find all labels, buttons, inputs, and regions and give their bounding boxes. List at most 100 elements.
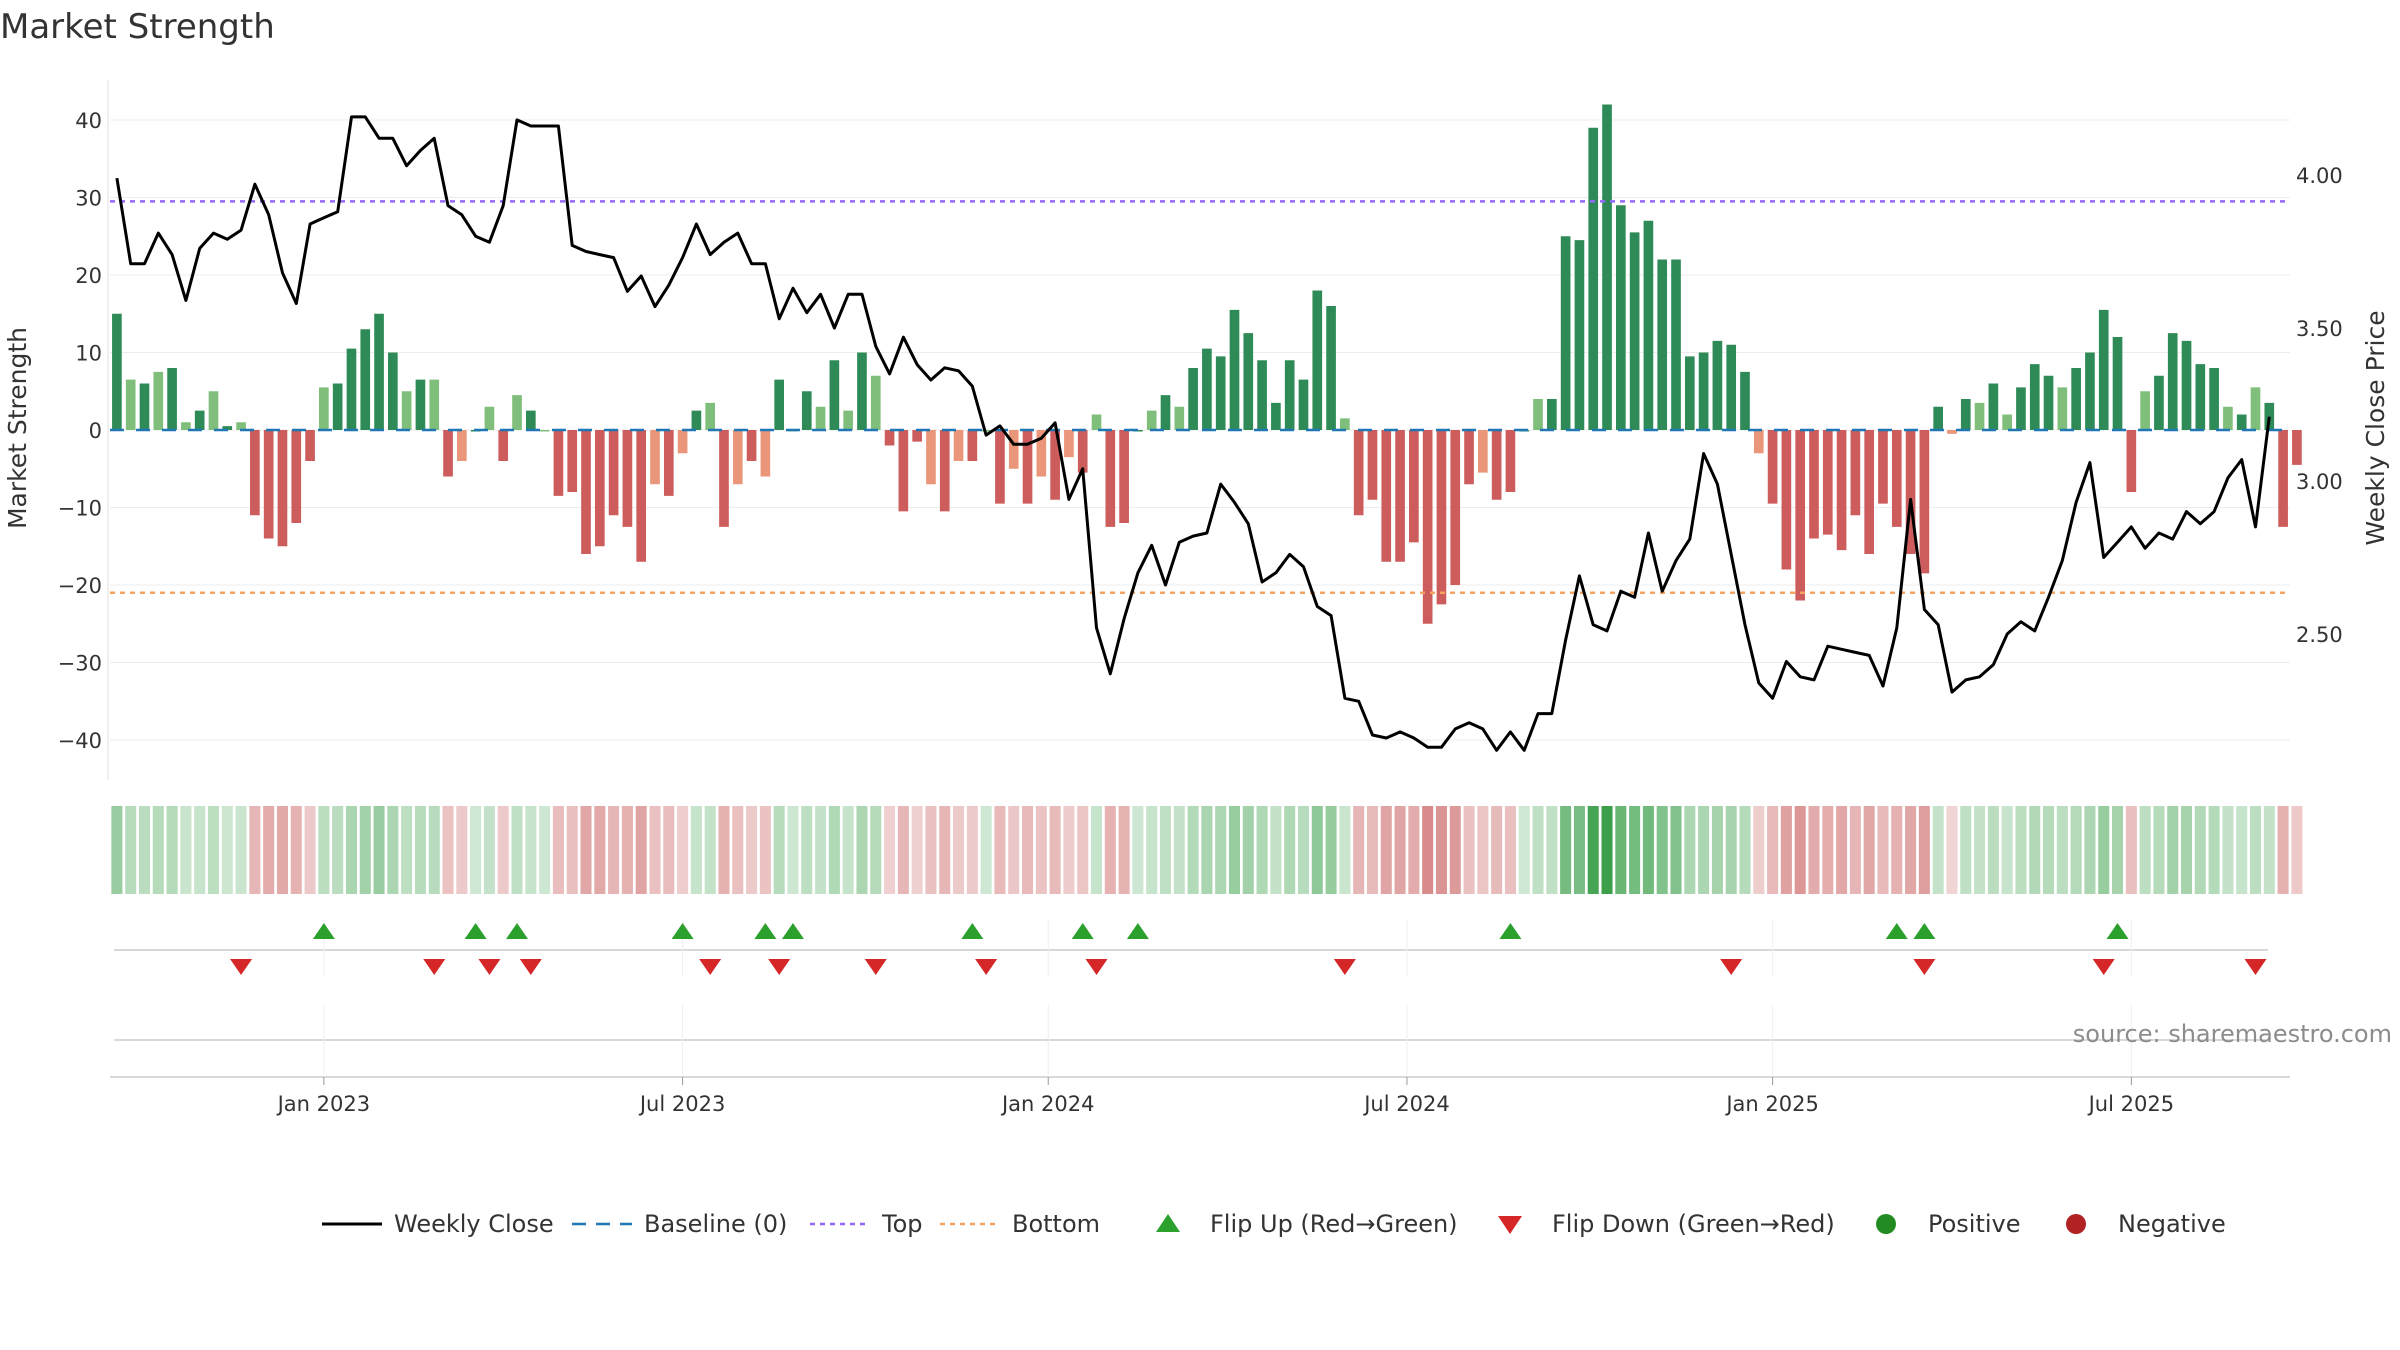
strength-bar (263, 430, 274, 539)
strength-bar (1588, 127, 1599, 430)
x-tick-label: Jul 2023 (638, 1092, 725, 1116)
strength-bar (415, 379, 426, 430)
strength-bar (1491, 430, 1502, 500)
strength-bar (1947, 430, 1957, 434)
heat-cell (304, 806, 316, 894)
strength-bar (1312, 290, 1323, 430)
heat-cell (1491, 806, 1503, 894)
strength-bar (1243, 333, 1254, 430)
flip-up-marker (506, 923, 529, 939)
flip-down-marker (864, 959, 887, 975)
heat-cell (732, 806, 744, 894)
heat-cell (1753, 806, 1765, 894)
strength-bar (746, 430, 757, 461)
x-tick-label: Jul 2025 (2087, 1092, 2174, 1116)
strength-bar (236, 422, 246, 430)
heat-cell (539, 806, 551, 894)
strength-bar (691, 410, 702, 430)
heat-cell (842, 806, 854, 894)
heat-cell (1477, 806, 1489, 894)
flip-down-marker (1333, 959, 1356, 975)
strength-bar (1422, 430, 1433, 624)
legend-item: Positive (1876, 1210, 2021, 1238)
strength-bar (1105, 430, 1116, 527)
heat-cell (1077, 806, 1089, 894)
heat-cell (1228, 806, 1241, 894)
heat-cell (994, 806, 1006, 894)
strength-bar (1381, 430, 1392, 562)
axes: 40 30 20 10 0 −10 −20 −30 −40 4.00 3.50 3.00 2.50 (58, 80, 2343, 780)
strength-bar (829, 360, 840, 430)
strength-bar (1547, 399, 1557, 430)
right-tick-label: 3.50 (2296, 317, 2343, 341)
strength-bar (1712, 340, 1723, 430)
strength-bar (429, 379, 440, 430)
heat-cell (1725, 806, 1737, 894)
strength-bar (1146, 410, 1157, 430)
strength-bar (1326, 306, 1336, 430)
heat-cell (470, 806, 482, 894)
heat-cell (704, 806, 716, 894)
heat-cell (828, 806, 840, 894)
strength-bar (2250, 387, 2261, 430)
strength-bar (1008, 430, 1019, 469)
heat-cell (1739, 806, 1751, 894)
heat-cell (318, 806, 330, 894)
heat-cell (1891, 806, 1903, 894)
heat-cell (980, 806, 992, 894)
strength-bar (608, 430, 619, 516)
heat-cell (1808, 806, 1820, 894)
heat-cell (1836, 806, 1848, 894)
heat-cell (1932, 806, 1944, 894)
legend-item: Baseline (0) (572, 1210, 787, 1238)
heat-cell (1863, 806, 1875, 894)
strength-bar (663, 430, 674, 496)
heat-cell (1297, 806, 1309, 894)
heat-cell (1504, 806, 1516, 894)
strength-bar (1878, 430, 1888, 504)
strength-bar (2029, 364, 2040, 430)
strength-bar (1988, 383, 1999, 430)
strength-bar (153, 371, 164, 430)
heat-cell (414, 806, 426, 894)
flip-up-marker (2106, 923, 2129, 939)
heat-cell (1587, 806, 1599, 894)
strength-bar (857, 352, 867, 430)
strength-bar (870, 375, 881, 430)
weekly-close-line (115, 115, 2271, 752)
heat-cell (1877, 806, 1889, 894)
legend-item: Bottom (940, 1210, 1100, 1238)
strength-bar (843, 410, 853, 430)
heat-cell (1615, 806, 1627, 894)
strength-bar (1202, 348, 1212, 430)
strength-bar (553, 430, 564, 496)
strength-bar (1464, 430, 1474, 485)
heat-cell (925, 806, 937, 894)
heat-cell (2194, 806, 2206, 894)
strength-bar (374, 313, 384, 430)
flip-up-marker (464, 923, 487, 939)
heat-cell (2001, 806, 2013, 894)
heat-cell (815, 806, 827, 894)
strength-bar (2140, 391, 2150, 430)
heat-cell (166, 806, 178, 894)
heat-cell (897, 806, 909, 894)
strength-bar (1850, 430, 1861, 516)
heat-cell (1063, 806, 1075, 894)
strength-bar (1271, 402, 1281, 430)
strength-bar (1795, 430, 1806, 601)
strength-bar (277, 430, 288, 547)
flip-down-marker (519, 959, 542, 975)
strength-bar (1671, 259, 1681, 430)
strength-bar (2181, 340, 2192, 430)
heat-cell (2098, 806, 2110, 894)
heat-cell (953, 806, 965, 894)
heat-cell (690, 806, 702, 894)
strength-bar (705, 402, 716, 430)
strength-bar (2236, 414, 2247, 430)
heat-cell (1435, 806, 1447, 894)
legend-label: Positive (1928, 1210, 2021, 1238)
heat-cell (125, 806, 137, 894)
strength-bar (1698, 352, 1709, 430)
strength-bar (1643, 220, 1654, 430)
